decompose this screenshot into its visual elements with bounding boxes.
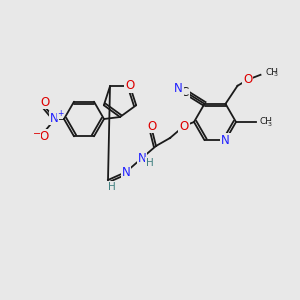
Text: 3: 3	[268, 122, 272, 127]
Text: H: H	[108, 182, 116, 192]
Text: CH: CH	[259, 118, 272, 127]
Text: +: +	[57, 110, 63, 118]
Text: N: N	[122, 166, 130, 178]
Text: O: O	[39, 130, 49, 142]
Text: N: N	[221, 134, 230, 147]
Text: C: C	[180, 86, 189, 99]
Text: O: O	[243, 73, 252, 86]
Text: N: N	[174, 82, 183, 95]
Text: −: −	[33, 129, 41, 139]
Text: 3: 3	[274, 72, 278, 77]
Text: O: O	[40, 95, 50, 109]
Text: N: N	[50, 112, 58, 124]
Text: O: O	[147, 119, 157, 133]
Text: N: N	[138, 152, 146, 164]
Text: CH: CH	[266, 68, 278, 77]
Text: H: H	[146, 158, 154, 168]
Text: O: O	[179, 119, 189, 133]
Text: O: O	[125, 79, 135, 92]
